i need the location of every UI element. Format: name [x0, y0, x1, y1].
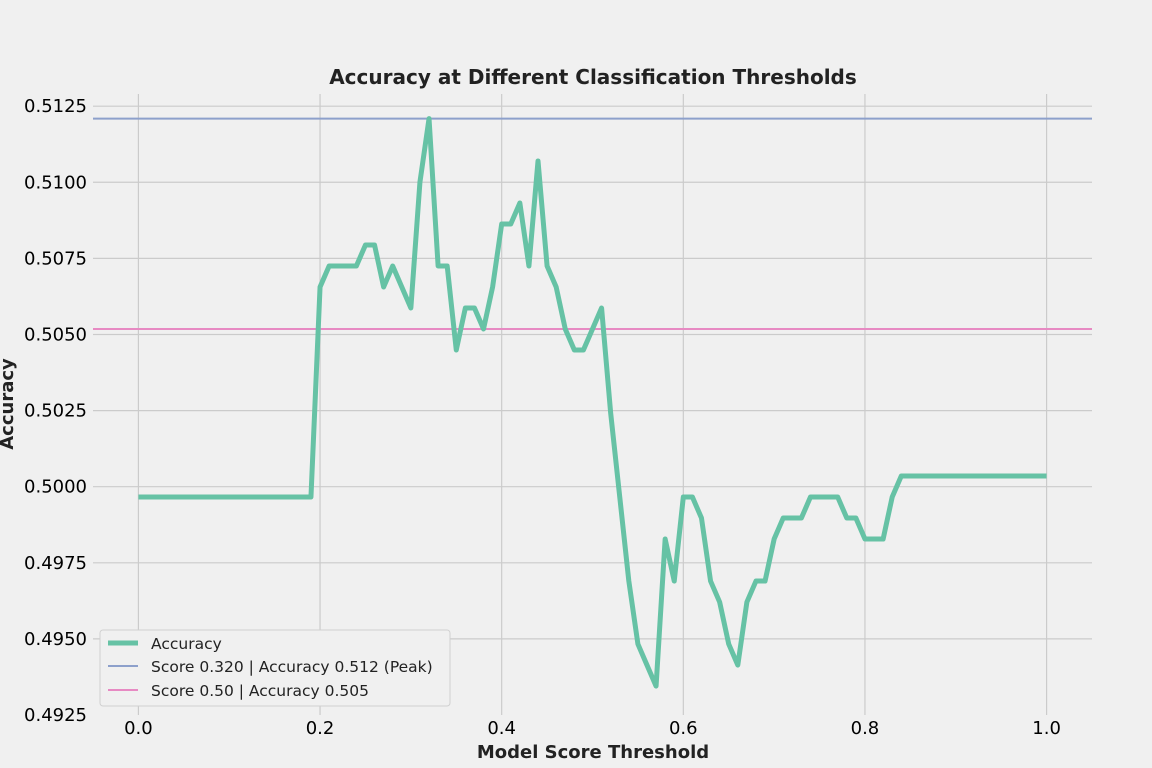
accuracy-line: [138, 116, 1047, 689]
y-axis-label: Accuracy: [0, 358, 18, 450]
chart-title: Accuracy at Different Classification Thr…: [329, 65, 857, 89]
y-tick-label: 0.4950: [24, 629, 87, 650]
legend-label-default: Score 0.50 | Accuracy 0.505: [151, 682, 369, 700]
x-tick-label: 0.4: [487, 718, 516, 739]
y-tick-label: 0.4975: [24, 553, 87, 574]
legend-box: [99, 629, 451, 707]
x-tick-label: 0.0: [124, 718, 153, 739]
y-tick-label: 0.5025: [24, 401, 87, 422]
y-tick-label: 0.5075: [24, 248, 87, 269]
legend-label-peak: Score 0.320 | Accuracy 0.512 (Peak): [151, 658, 433, 676]
legend: Accuracy Score 0.320 | Accuracy 0.512 (P…: [99, 629, 451, 707]
y-tick-label: 0.5125: [24, 96, 87, 117]
reference-lines: [93, 117, 1092, 331]
x-tick-label: 0.8: [851, 718, 880, 739]
grid: [93, 94, 1092, 715]
series-lines: [138, 116, 1047, 689]
x-tick-label: 0.2: [306, 718, 335, 739]
x-tick-label: 0.6: [669, 718, 698, 739]
y-tick-label: 0.5000: [24, 477, 87, 498]
y-tick-label: 0.4925: [24, 705, 87, 726]
x-axis-label: Model Score Threshold: [477, 742, 709, 763]
x-tick-labels: 0.0 0.2 0.4 0.6 0.8 1.0: [124, 718, 1061, 739]
x-tick-label: 1.0: [1032, 718, 1061, 739]
legend-label-accuracy: Accuracy: [151, 635, 222, 653]
y-tick-labels: 0.4925 0.4950 0.4975 0.5000 0.5025 0.5050 0.50…: [24, 96, 87, 726]
y-tick-label: 0.5100: [24, 172, 87, 193]
y-tick-label: 0.5050: [24, 324, 87, 345]
